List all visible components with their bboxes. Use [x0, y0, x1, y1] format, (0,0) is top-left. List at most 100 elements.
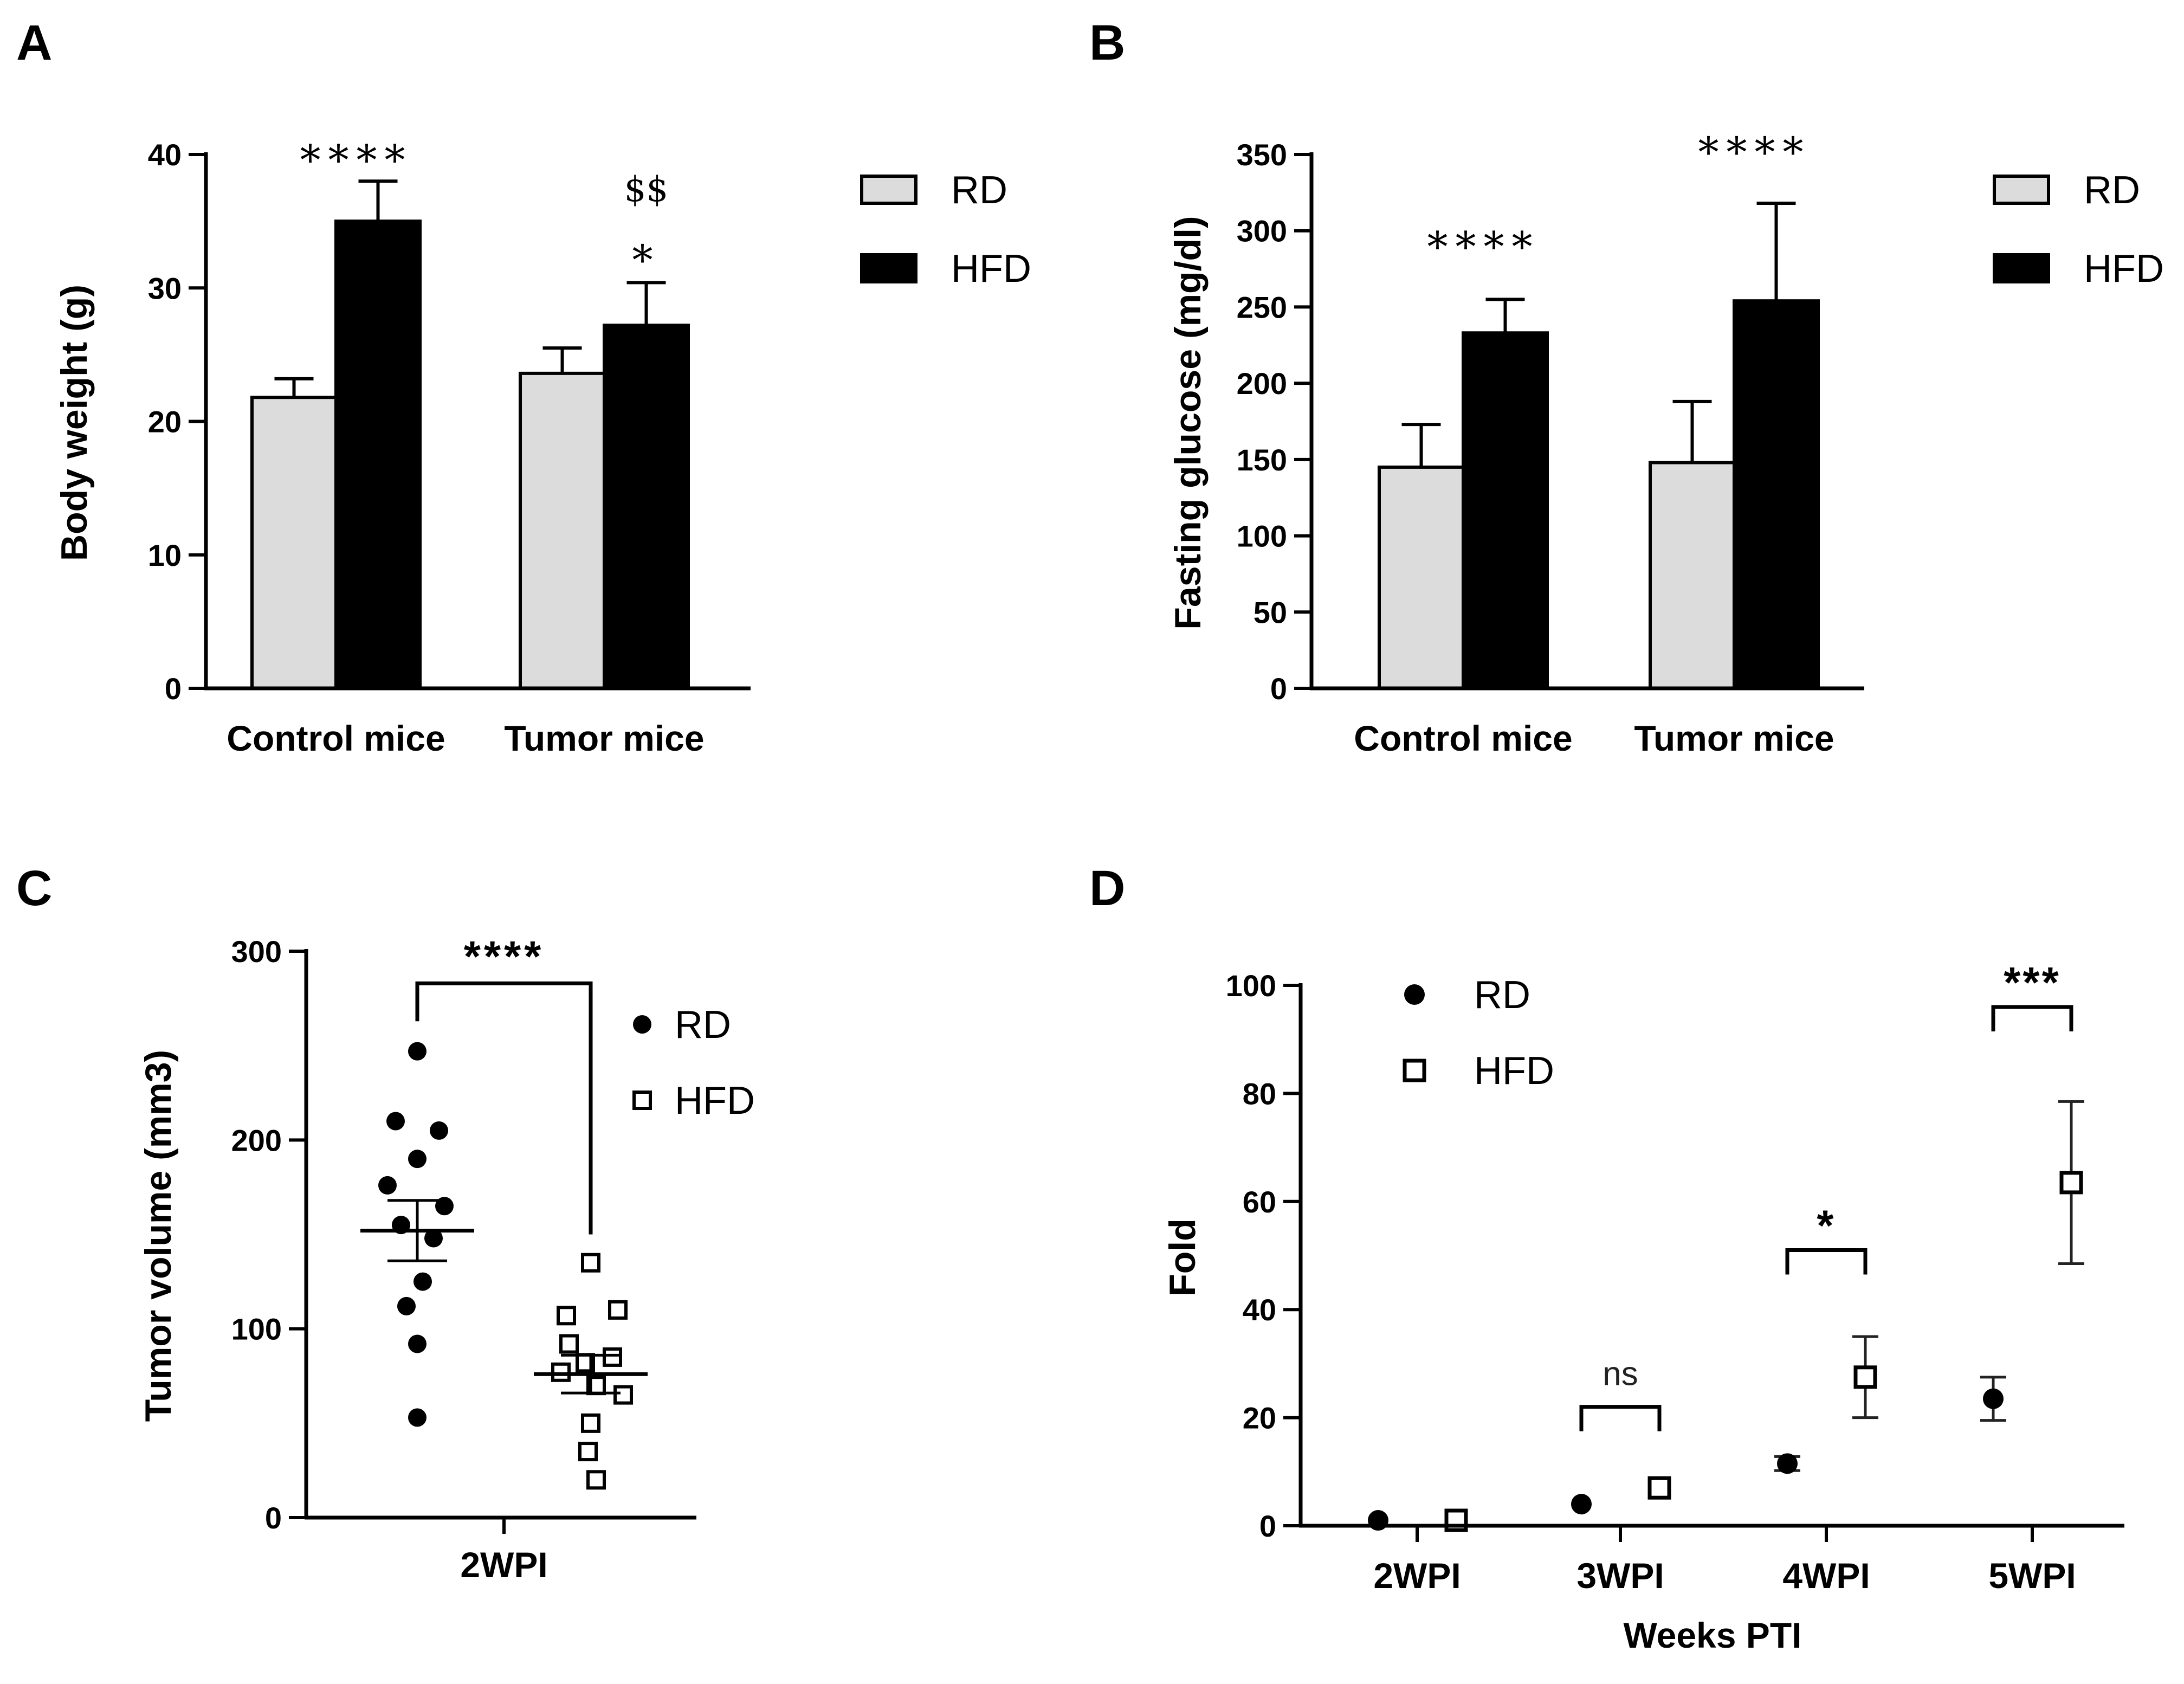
- panel-label-b: B: [1089, 15, 1125, 70]
- b-legend-label-hfd: HFD: [2084, 247, 2164, 291]
- c-point-hfd-9: [581, 1413, 600, 1433]
- c-xtick-label-0: 2WPI: [460, 1545, 547, 1585]
- b-y-axis-label: Fasting glucose (mg/dl): [1167, 216, 1209, 629]
- c-legend-label-rd: RD: [675, 1003, 731, 1047]
- d-ytick-label-2: 40: [1243, 1293, 1276, 1327]
- c-point-hfd-11: [586, 1470, 606, 1490]
- d-legend-label-hfd: HFD: [1474, 1049, 1554, 1093]
- d-ytick-label-3: 60: [1243, 1185, 1276, 1219]
- a-legend-swatch-hfd: [860, 253, 917, 283]
- a-legend-label-hfd: HFD: [951, 247, 1031, 291]
- b-bar-rd-1: [1649, 461, 1736, 690]
- d-legend-marker-hfd: [1403, 1059, 1426, 1082]
- c-significance-label: ****: [464, 932, 545, 980]
- chart-d-fold: 2WPI 3WPI 4WPI 5WPI 0 20 40 60 80 100 Fold Weeks PT…: [1162, 958, 2124, 1655]
- c-legend-label-hfd: HFD: [675, 1079, 755, 1122]
- b-ytick-label-3: 150: [1237, 443, 1287, 477]
- d-point-rd-3: [1983, 1388, 2004, 1409]
- b-legend-label-rd: RD: [2084, 169, 2140, 212]
- d-legend-marker-rd: [1404, 984, 1425, 1005]
- c-point-hfd-3: [559, 1334, 579, 1354]
- d-ytick-label-5: 100: [1226, 969, 1276, 1003]
- c-point-rd-8: [413, 1272, 432, 1291]
- b-ytick-label-7: 350: [1237, 138, 1287, 172]
- c-point-hfd-10: [578, 1442, 598, 1462]
- a-xtick-label-0: Control mice: [227, 718, 445, 758]
- b-bar-hfd-1: [1733, 299, 1820, 690]
- a-annotation-2: $$: [624, 170, 668, 210]
- a-annotation-1: *: [632, 236, 661, 285]
- b-legend-swatch-rd: [1993, 175, 2050, 205]
- c-point-hfd-2: [557, 1306, 576, 1326]
- a-ytick-label-1: 10: [148, 538, 182, 572]
- d-xtick-label-3: 5WPI: [1988, 1556, 2076, 1596]
- panel-label-c: C: [16, 861, 52, 916]
- d-point-hfd-3: [2059, 1171, 2083, 1195]
- panel-label-a: A: [16, 15, 52, 70]
- c-ytick-label-3: 300: [231, 934, 282, 969]
- c-ytick-label-0: 0: [265, 1501, 282, 1535]
- chart-c-tumor-volume: 2WPI 0 100 200 300 Tumor volume (mm3) **** RD HF…: [138, 932, 755, 1585]
- a-legend-label-rd: RD: [951, 169, 1007, 212]
- c-point-hfd-4: [603, 1347, 622, 1367]
- b-ytick-label-0: 0: [1270, 672, 1287, 706]
- a-bar-hfd-0: [334, 220, 422, 690]
- d-point-rd-2: [1777, 1453, 1798, 1474]
- c-point-rd-7: [424, 1229, 443, 1248]
- d-ytick-label-4: 80: [1243, 1076, 1276, 1111]
- b-bar-rd-0: [1378, 465, 1465, 691]
- b-ytick-label-5: 250: [1237, 290, 1287, 324]
- d-point-hfd-1: [1647, 1476, 1671, 1500]
- c-point-rd-1: [386, 1112, 405, 1131]
- a-bar-rd-0: [250, 396, 338, 690]
- a-ytick-label-0: 0: [165, 672, 182, 706]
- c-point-rd-3: [408, 1150, 427, 1169]
- a-y-axis-label: Body weight (g): [54, 285, 95, 561]
- a-ytick-label-2: 20: [148, 405, 182, 439]
- a-ytick-label-3: 30: [148, 271, 182, 305]
- c-point-rd-10: [408, 1334, 427, 1353]
- d-x-axis-label: Weeks PTI: [1624, 1615, 1802, 1655]
- b-ytick-label-4: 200: [1237, 366, 1287, 401]
- c-point-rd-4: [378, 1176, 397, 1195]
- a-annotation-0: ****: [300, 136, 413, 184]
- c-point-rd-11: [408, 1408, 427, 1427]
- c-point-hfd-1: [608, 1300, 628, 1320]
- c-y-axis-label: Tumor volume (mm3): [138, 1050, 179, 1422]
- b-ytick-label-2: 100: [1237, 519, 1287, 553]
- b-bar-hfd-0: [1462, 331, 1549, 690]
- a-bar-hfd-1: [603, 324, 690, 690]
- b-ytick-label-1: 50: [1253, 595, 1287, 629]
- b-xtick-label-1: Tumor mice: [1634, 718, 1834, 758]
- panel-label-d: D: [1089, 861, 1125, 916]
- d-bracket-label-0: ns: [1603, 1356, 1638, 1393]
- c-ytick-label-1: 100: [231, 1312, 282, 1346]
- b-legend-swatch-hfd: [1993, 253, 2050, 283]
- c-point-hfd-8: [613, 1385, 633, 1405]
- d-y-axis-label: Fold: [1162, 1218, 1203, 1296]
- b-xtick-label-0: Control mice: [1354, 718, 1572, 758]
- d-bracket-2: [1991, 1005, 2073, 1031]
- c-legend-marker-rd: [633, 1015, 651, 1034]
- d-bracket-1: [1785, 1248, 1868, 1275]
- a-legend-swatch-rd: [860, 175, 917, 205]
- c-point-rd-0: [408, 1042, 427, 1061]
- c-ytick-label-2: 200: [231, 1123, 282, 1157]
- a-ytick-label-4: 40: [148, 138, 182, 172]
- a-xtick-label-1: Tumor mice: [504, 718, 704, 758]
- d-bracket-label-2: ***: [2004, 958, 2060, 1006]
- chart-a-body-weight: Control mice Tumor mice 0 10 20 30 40 Body weig…: [54, 136, 1031, 758]
- d-xtick-label-0: 2WPI: [1373, 1556, 1461, 1596]
- c-point-hfd-0: [581, 1253, 600, 1273]
- b-annotation-0: ****: [1427, 223, 1540, 271]
- d-bracket-0: [1579, 1405, 1662, 1431]
- c-significance-bracket: [415, 981, 593, 1235]
- d-xtick-label-2: 4WPI: [1782, 1556, 1870, 1596]
- d-ytick-label-0: 0: [1259, 1509, 1276, 1543]
- d-ytick-label-1: 20: [1243, 1401, 1276, 1435]
- c-point-rd-9: [397, 1296, 416, 1315]
- d-point-rd-1: [1571, 1494, 1592, 1515]
- d-bracket-label-1: *: [1817, 1202, 1836, 1250]
